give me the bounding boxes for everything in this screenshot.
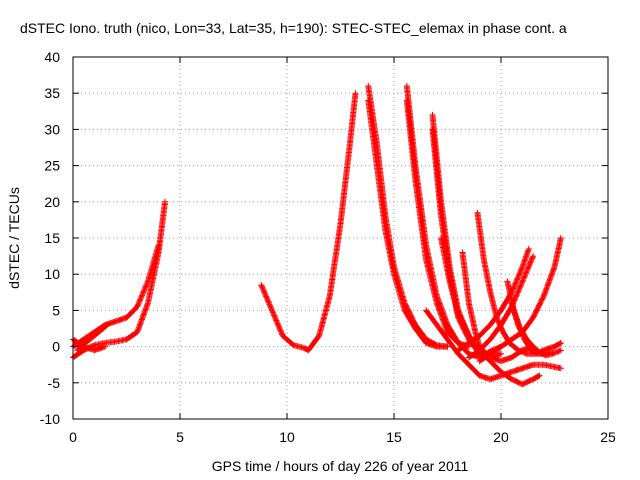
- series-5: [258, 90, 359, 354]
- x-tick-label: 0: [69, 429, 77, 445]
- series-18: [476, 235, 564, 365]
- series-markers: [403, 97, 472, 350]
- series-markers: [423, 307, 564, 383]
- x-tick-label: 5: [176, 429, 184, 445]
- x-tick-label: 25: [600, 429, 616, 445]
- y-tick-label: -5: [48, 375, 61, 391]
- series-markers: [459, 249, 504, 357]
- y-tick-label: 20: [44, 194, 60, 210]
- y-tick-label: 0: [52, 339, 60, 355]
- y-tick-label: 5: [52, 302, 60, 318]
- y-tick-label: 10: [44, 266, 60, 282]
- series-20: [508, 300, 556, 357]
- series-4: [74, 321, 111, 354]
- series-markers: [258, 90, 359, 354]
- series-9: [403, 97, 472, 350]
- y-tick-label: 30: [44, 121, 60, 137]
- series-markers: [365, 97, 451, 350]
- y-tick-label: 25: [44, 158, 60, 174]
- x-tick-label: 20: [493, 429, 509, 445]
- axis-ticks: [72, 56, 609, 420]
- chart-title: dSTEC Iono. truth (nico, Lon=33, Lat=35,…: [20, 20, 567, 36]
- grid-lines: [73, 57, 608, 419]
- series-14: [459, 249, 504, 357]
- series-markers: [476, 235, 564, 365]
- series-markers: [74, 321, 111, 354]
- series-12: [423, 307, 564, 383]
- y-tick-label: 40: [44, 49, 60, 65]
- series-16: [455, 245, 532, 354]
- x-tick-label: 10: [279, 429, 295, 445]
- y-tick-label: 35: [44, 85, 60, 101]
- y-axis-label: dSTEC / TECUs: [6, 187, 22, 289]
- series-markers: [508, 300, 556, 357]
- tick-labels: 0 5 10 15 20 25 -10 -5 0 5 10 15 20 25 30 35 40: [40, 49, 616, 445]
- y-tick-label: 15: [44, 230, 60, 246]
- y-tick-label: -10: [40, 411, 60, 427]
- data-points: [70, 83, 564, 388]
- x-axis-label: GPS time / hours of day 226 of year 2011: [212, 458, 469, 474]
- x-tick-label: 15: [386, 429, 402, 445]
- series-7: [365, 97, 451, 350]
- series-markers: [455, 245, 532, 354]
